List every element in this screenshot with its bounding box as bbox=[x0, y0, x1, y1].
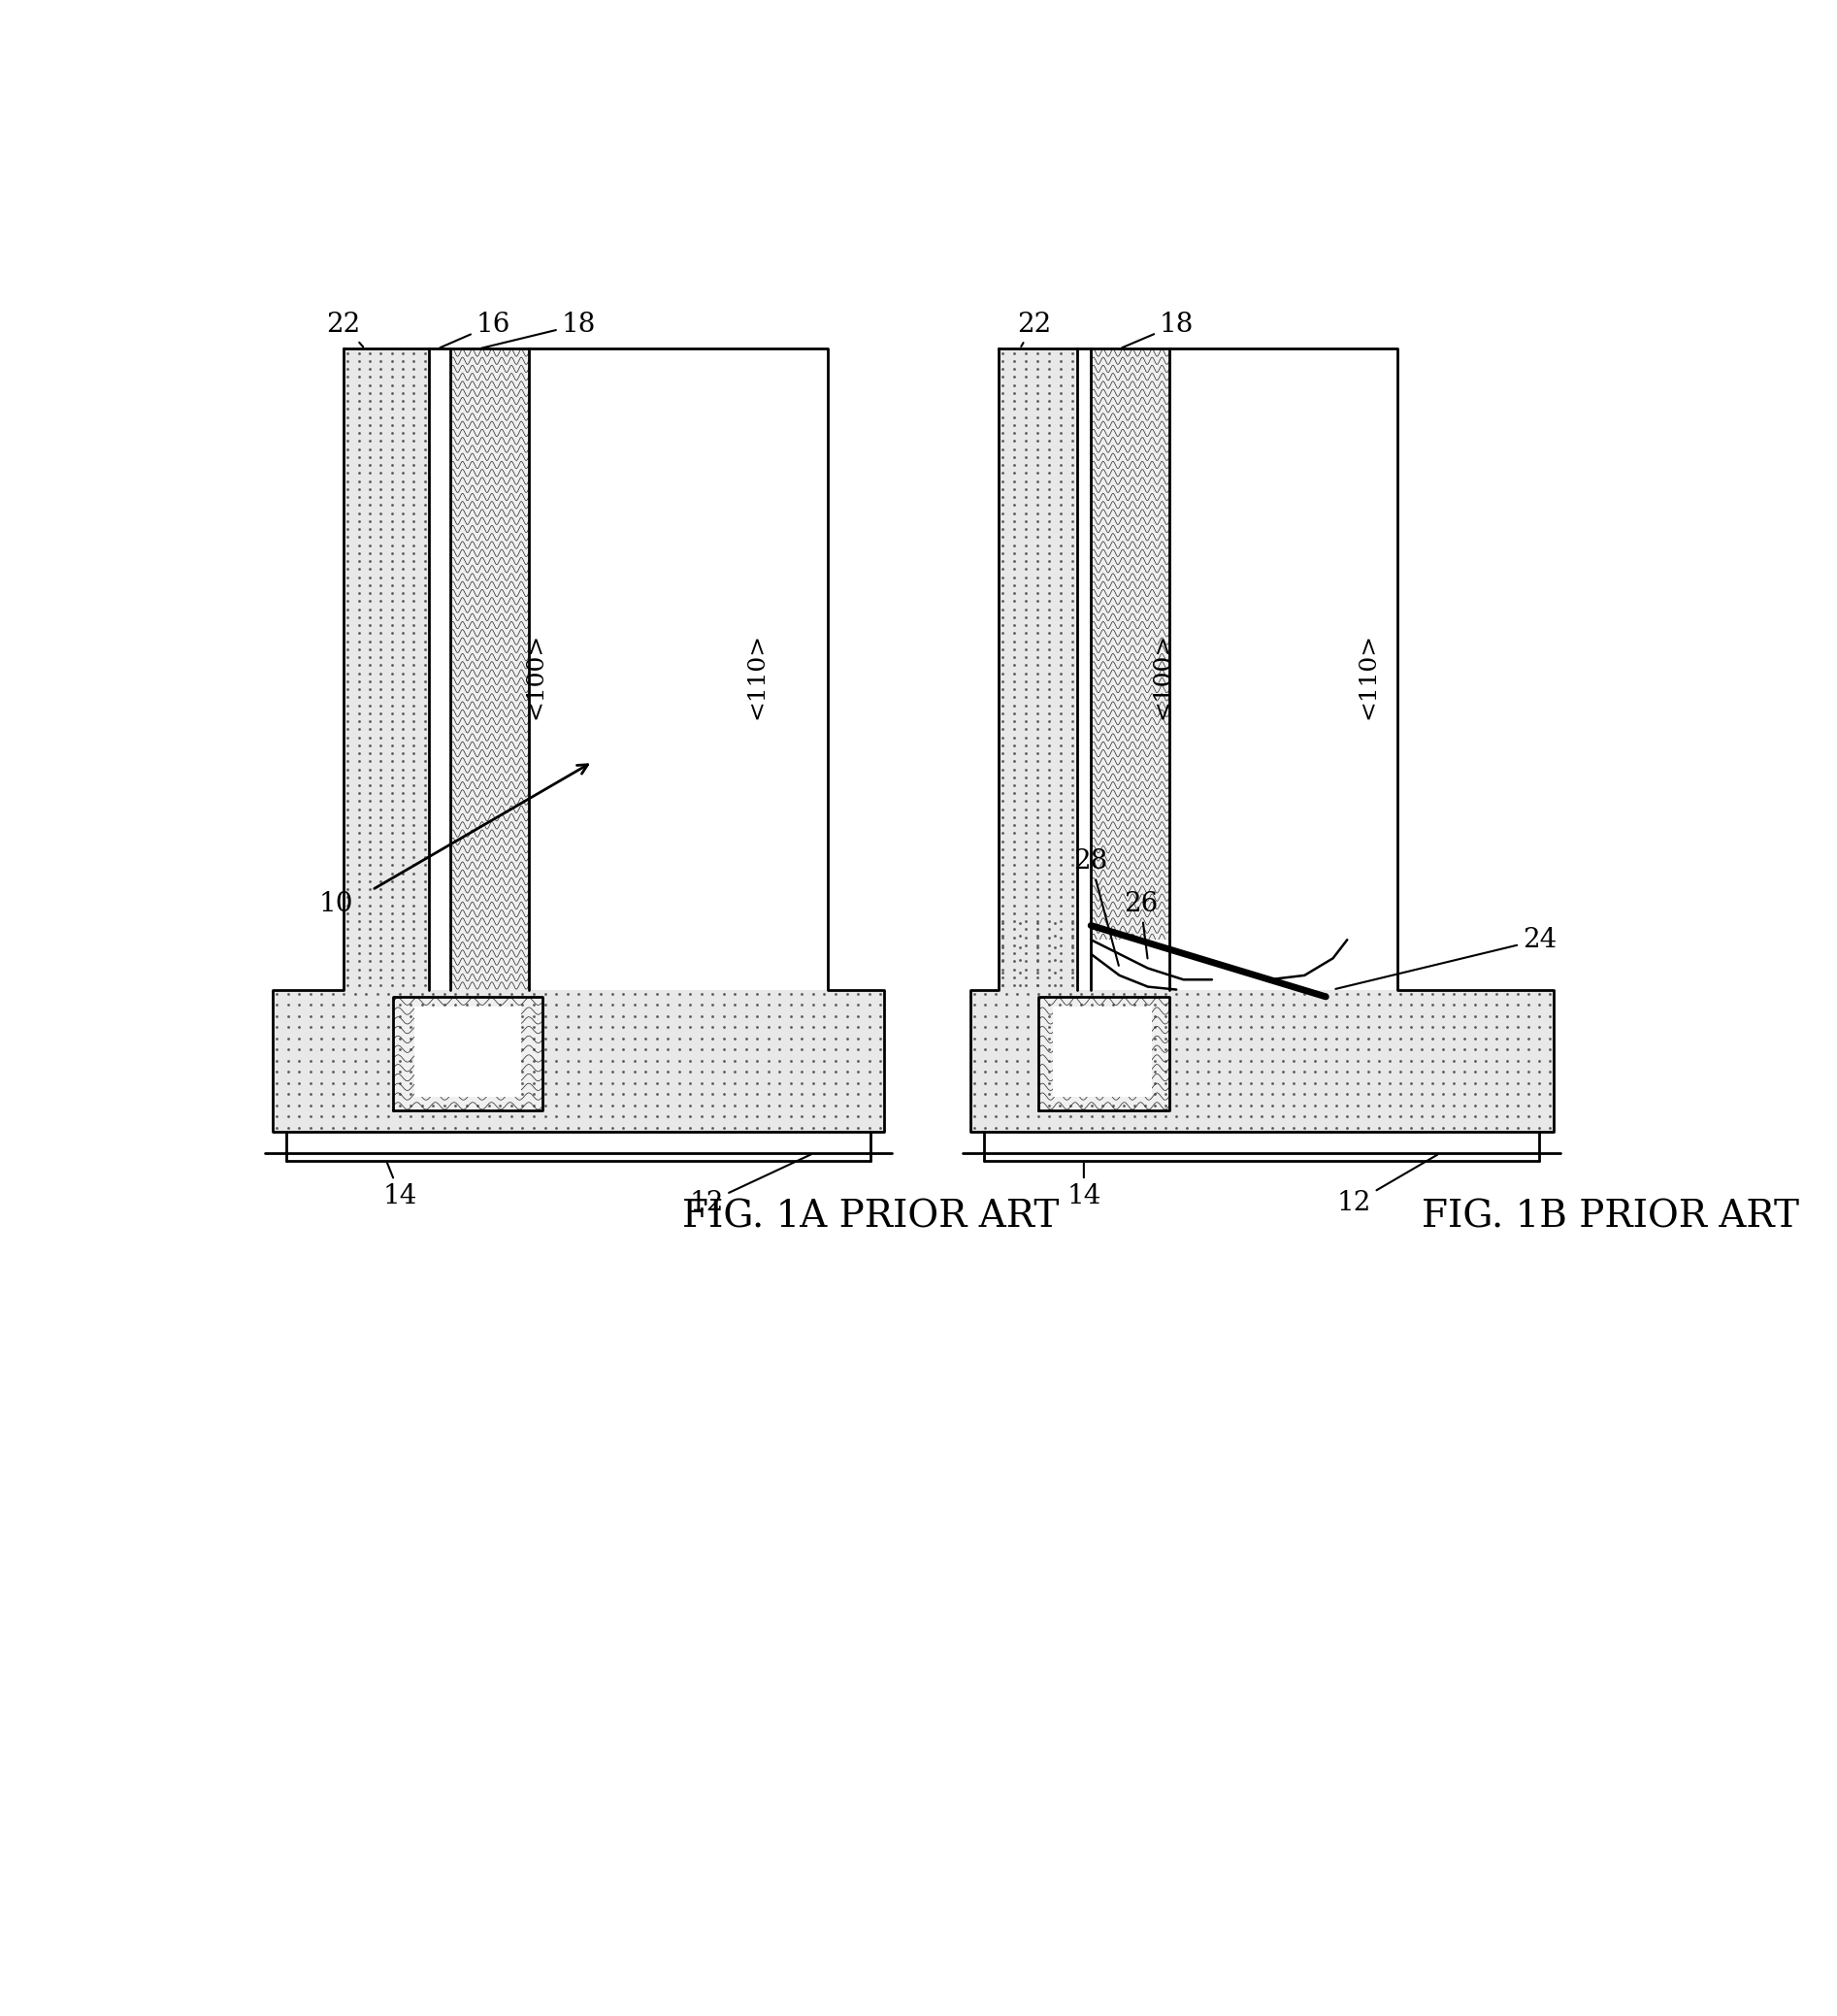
Bar bbox=[1053, 1006, 1152, 1097]
Bar bbox=[970, 990, 1554, 1133]
Bar bbox=[1076, 349, 1091, 990]
Bar bbox=[999, 349, 1076, 990]
Text: <100>: <100> bbox=[525, 633, 547, 720]
Text: 14: 14 bbox=[384, 1163, 417, 1210]
Bar bbox=[393, 996, 544, 1111]
Text: 18: 18 bbox=[481, 312, 595, 349]
Text: 16: 16 bbox=[439, 312, 511, 347]
Text: 14: 14 bbox=[1067, 1163, 1100, 1210]
Bar bbox=[1398, 349, 1554, 990]
Text: 12: 12 bbox=[689, 1155, 810, 1216]
Bar bbox=[1170, 349, 1398, 990]
Bar bbox=[430, 349, 450, 990]
Bar bbox=[529, 349, 827, 990]
Bar bbox=[415, 1006, 522, 1097]
Bar bbox=[1038, 996, 1170, 1111]
Text: 18: 18 bbox=[1122, 312, 1194, 347]
Bar bbox=[450, 349, 529, 990]
Text: 22: 22 bbox=[327, 312, 364, 347]
Text: <110>: <110> bbox=[1358, 633, 1380, 720]
Text: FIG. 1B PRIOR ART: FIG. 1B PRIOR ART bbox=[1422, 1200, 1798, 1236]
Text: <100>: <100> bbox=[1152, 633, 1174, 720]
Text: FIG. 1A PRIOR ART: FIG. 1A PRIOR ART bbox=[682, 1200, 1058, 1236]
Text: 24: 24 bbox=[1335, 927, 1556, 990]
Bar bbox=[999, 919, 1076, 990]
Text: 28: 28 bbox=[1075, 849, 1119, 966]
Text: 12: 12 bbox=[1337, 1155, 1437, 1216]
Bar bbox=[827, 349, 885, 990]
Text: <110>: <110> bbox=[746, 633, 768, 720]
Bar bbox=[1091, 349, 1170, 990]
Bar bbox=[1091, 939, 1418, 990]
Bar bbox=[344, 349, 428, 990]
Bar bbox=[272, 990, 885, 1133]
Text: 22: 22 bbox=[1018, 312, 1051, 347]
Text: 26: 26 bbox=[1124, 891, 1157, 958]
Text: 10: 10 bbox=[320, 891, 355, 917]
